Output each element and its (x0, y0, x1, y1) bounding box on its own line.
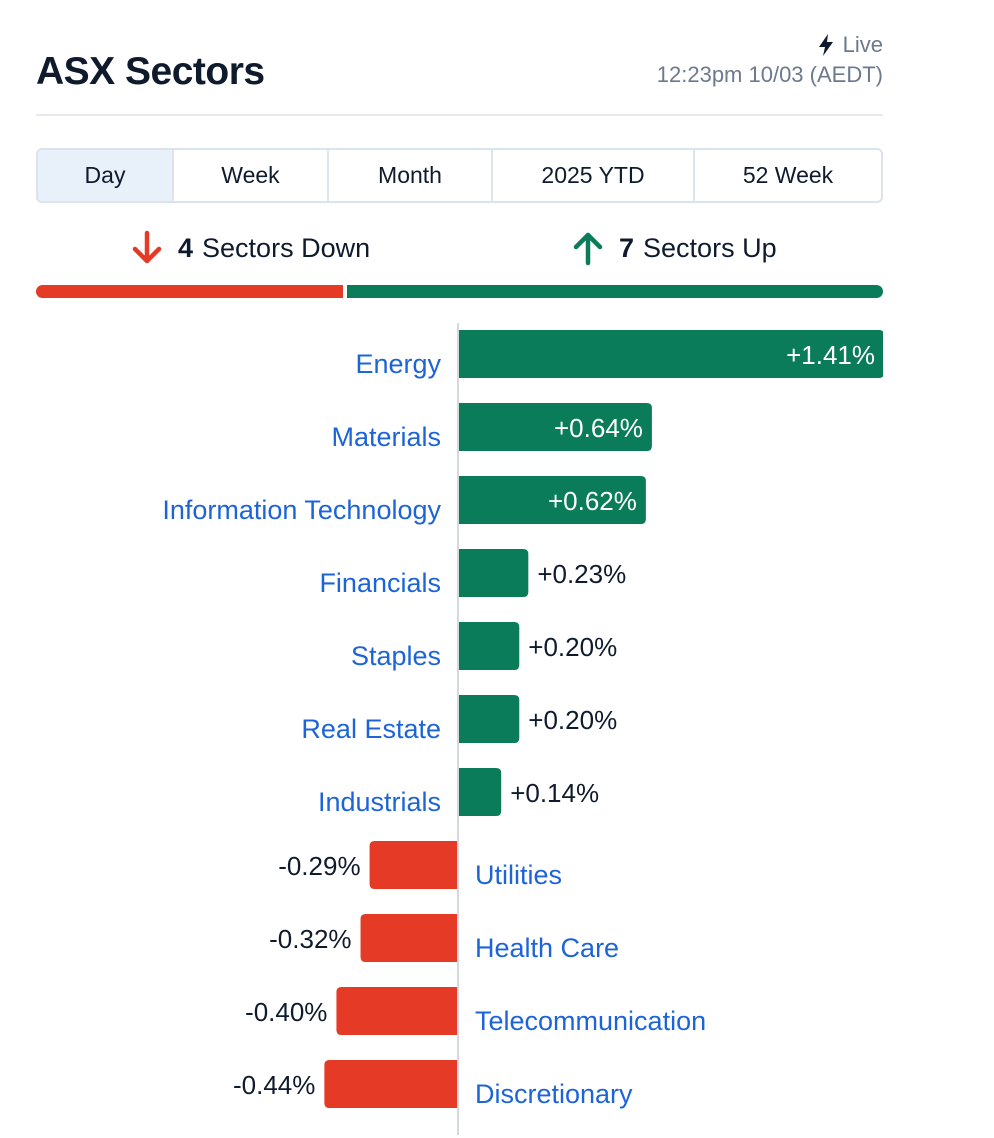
tab-52-week[interactable]: 52 Week (742, 162, 834, 188)
live-indicator: Live (817, 32, 883, 58)
sector-bar (459, 330, 883, 378)
sector-bar (369, 841, 457, 889)
sectors-down-label: Sectors Down (202, 232, 371, 263)
sectors-down-count: 4 (178, 232, 194, 263)
sector-bar (459, 695, 520, 743)
sector-bar (459, 768, 502, 816)
breadth-bar-down (36, 285, 343, 298)
sector-value-label: +1.41% (786, 340, 875, 370)
sector-value-label: -0.29% (278, 851, 360, 881)
sectors-down-summary: 4 Sectors Down (130, 230, 370, 266)
sector-bar (336, 987, 457, 1035)
sectors-up-summary: 7 Sectors Up (571, 230, 777, 266)
page-title: ASX Sectors (36, 50, 265, 93)
sector-value-label: -0.44% (233, 1070, 315, 1100)
sector-label[interactable]: Industrials (318, 787, 441, 817)
asx-sectors-widget: ASX Sectors Live 12:23pm 10/03 (AEDT) Da… (36, 0, 883, 1138)
sector-summary: 4 Sectors Down 7 Sectors Up (36, 230, 883, 280)
sector-value-label: +0.23% (537, 559, 626, 589)
sector-value-label: -0.40% (245, 997, 327, 1027)
tab-day[interactable]: Day (38, 150, 174, 201)
sector-label[interactable]: Telecommunication (475, 1006, 706, 1036)
breadth-bar-up (347, 285, 883, 298)
sector-label[interactable]: Health Care (475, 933, 619, 963)
tab-week[interactable]: Week (174, 150, 329, 201)
sector-label[interactable]: Staples (351, 641, 441, 671)
sector-label[interactable]: Materials (331, 422, 441, 452)
arrow-up-icon (573, 232, 603, 266)
sector-label[interactable]: Real Estate (301, 714, 441, 744)
sector-value-label: +0.20% (528, 632, 617, 662)
sector-bar-chart: Energy +1.41% Materials +0.64% Information T… (162, 323, 883, 1135)
sector-bar (459, 549, 529, 597)
sector-label[interactable]: Utilities (475, 860, 562, 890)
timestamp: 12:23pm 10/03 (AEDT) (656, 62, 883, 87)
period-tabs: Day Week Month 2025 YTD 52 Week (36, 148, 883, 203)
sector-value-label: +0.14% (510, 778, 599, 808)
sectors-up-label: Sectors Up (643, 232, 777, 263)
tab-2025-ytd[interactable]: 2025 YTD (493, 150, 695, 201)
sector-bar (459, 476, 646, 524)
sector-value-label: +0.62% (548, 486, 637, 516)
widget-header: ASX Sectors Live 12:23pm 10/03 (AEDT) (36, 0, 883, 116)
sector-bar (360, 914, 457, 962)
lightning-icon (818, 34, 833, 56)
sector-value-label: -0.32% (269, 924, 351, 954)
sector-label[interactable]: Information Technology (162, 495, 441, 525)
arrow-down-icon (132, 230, 162, 264)
sector-value-label: +0.20% (528, 705, 617, 735)
sector-bar (459, 403, 652, 451)
sector-label[interactable]: Financials (319, 568, 441, 598)
sector-bar (324, 1060, 457, 1108)
sector-label[interactable]: Discretionary (475, 1079, 633, 1109)
sector-label[interactable]: Energy (355, 349, 441, 379)
live-label: Live (842, 32, 883, 57)
sector-bar (459, 622, 520, 670)
breadth-bar (36, 285, 883, 298)
sector-value-label: +0.64% (554, 413, 643, 443)
sectors-up-count: 7 (619, 232, 635, 263)
tab-month[interactable]: Month (329, 150, 493, 201)
